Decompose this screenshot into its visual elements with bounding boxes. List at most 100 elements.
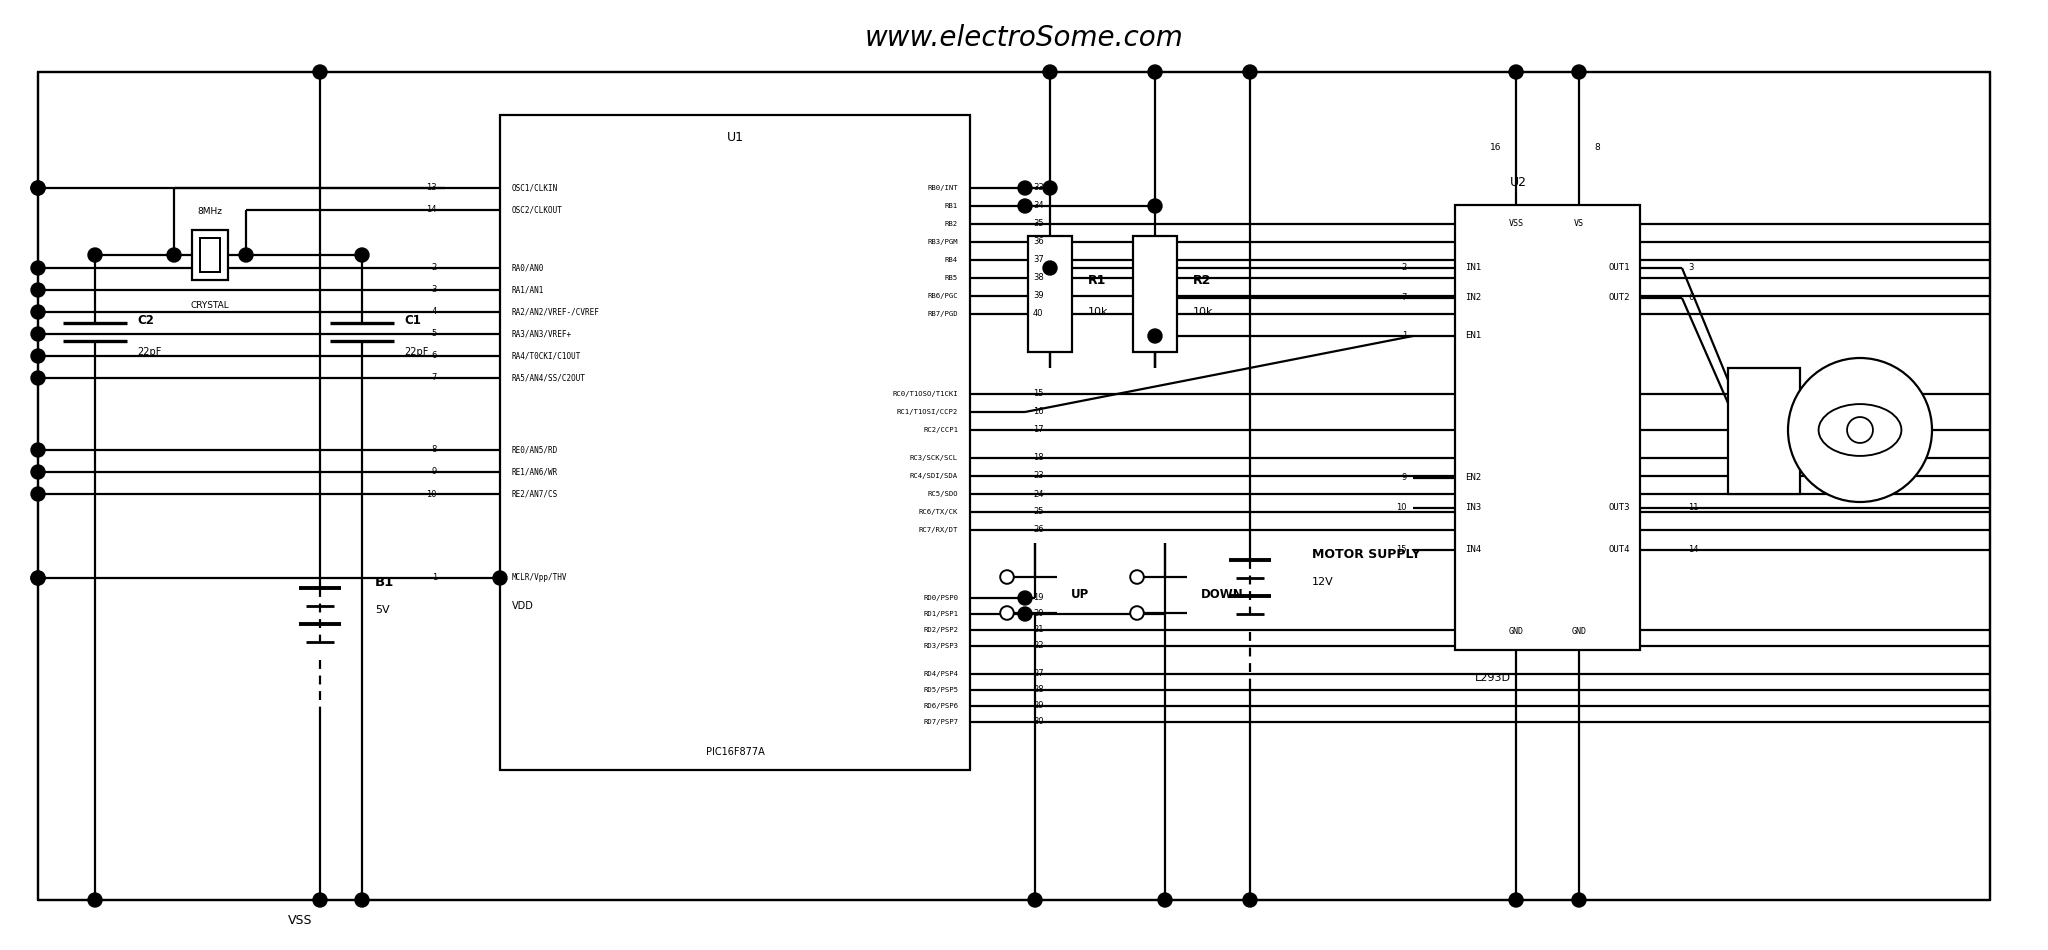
Text: RE0/AN5/RD: RE0/AN5/RD [512, 446, 559, 454]
Text: 16: 16 [1032, 408, 1044, 416]
Text: RB6/PGC: RB6/PGC [928, 293, 958, 299]
Text: CRYSTAL: CRYSTAL [190, 300, 229, 310]
Circle shape [31, 443, 45, 457]
Text: RA5/AN4/SS/C2OUT: RA5/AN4/SS/C2OUT [512, 373, 586, 383]
Circle shape [494, 571, 508, 585]
Text: RA1/AN1: RA1/AN1 [512, 286, 545, 294]
Text: VSS: VSS [289, 914, 311, 926]
Text: MOTOR SUPPLY: MOTOR SUPPLY [1313, 547, 1421, 560]
Text: C2: C2 [137, 314, 154, 327]
Circle shape [31, 571, 45, 585]
Bar [201, 238, 219, 272]
Circle shape [1042, 261, 1057, 275]
Text: RB3/PGM: RB3/PGM [928, 239, 958, 245]
Text: 8: 8 [1593, 142, 1599, 151]
Circle shape [31, 181, 45, 195]
Text: RD5/PSP5: RD5/PSP5 [924, 687, 958, 693]
Text: IN2: IN2 [1464, 294, 1481, 302]
Text: VSS: VSS [1509, 218, 1524, 227]
Text: OSC2/CLKOUT: OSC2/CLKOUT [512, 205, 563, 215]
Text: RB2: RB2 [944, 221, 958, 227]
Text: 17: 17 [1032, 426, 1044, 434]
Ellipse shape [1819, 404, 1901, 456]
Text: IN4: IN4 [1464, 545, 1481, 555]
Text: 15: 15 [1397, 545, 1407, 555]
Circle shape [1018, 591, 1032, 605]
Text: 12V: 12V [1313, 577, 1333, 587]
Circle shape [313, 893, 328, 907]
Text: RA4/T0CKI/C1OUT: RA4/T0CKI/C1OUT [512, 352, 582, 360]
Text: 5V: 5V [375, 605, 389, 615]
Text: 34: 34 [1032, 201, 1044, 211]
Text: 6: 6 [432, 352, 436, 360]
Text: 13: 13 [426, 183, 436, 193]
Text: OUT4: OUT4 [1608, 545, 1630, 555]
Circle shape [313, 65, 328, 79]
Text: RC0/T1OSO/T1CKI: RC0/T1OSO/T1CKI [893, 391, 958, 397]
Text: 20: 20 [1032, 610, 1044, 618]
Text: 27: 27 [1032, 670, 1044, 678]
Circle shape [1157, 893, 1171, 907]
Bar [500, 115, 971, 770]
Text: 8: 8 [432, 446, 436, 454]
Text: RB0/INT: RB0/INT [928, 185, 958, 191]
Text: RD3/PSP3: RD3/PSP3 [924, 643, 958, 649]
Circle shape [31, 305, 45, 319]
Circle shape [1028, 893, 1042, 907]
Text: RC6/TX/CK: RC6/TX/CK [920, 509, 958, 515]
Text: 16: 16 [1489, 142, 1501, 151]
Text: IN1: IN1 [1464, 263, 1481, 273]
Text: RC2/CCP1: RC2/CCP1 [924, 427, 958, 433]
Bar [1454, 205, 1640, 650]
Text: 5: 5 [432, 330, 436, 338]
Text: 40: 40 [1032, 310, 1044, 318]
Circle shape [168, 248, 180, 262]
Text: 8MHz: 8MHz [197, 206, 223, 216]
Text: RB4: RB4 [944, 257, 958, 263]
Text: RC3/SCK/SCL: RC3/SCK/SCL [909, 455, 958, 461]
Bar [1028, 236, 1071, 352]
Text: 21: 21 [1032, 625, 1044, 635]
Text: L293D: L293D [1475, 673, 1511, 683]
Text: 22: 22 [1032, 641, 1044, 651]
Text: RC7/RX/DT: RC7/RX/DT [920, 527, 958, 533]
Text: RC5/SDO: RC5/SDO [928, 491, 958, 497]
Circle shape [31, 181, 45, 195]
Text: 30: 30 [1032, 717, 1044, 727]
Circle shape [1847, 417, 1874, 443]
Text: 35: 35 [1032, 219, 1044, 229]
Text: RD7/PSP7: RD7/PSP7 [924, 719, 958, 725]
Text: 39: 39 [1032, 292, 1044, 300]
Circle shape [1018, 199, 1032, 213]
Text: 9: 9 [432, 467, 436, 477]
Text: 3: 3 [1688, 263, 1694, 273]
Circle shape [31, 283, 45, 297]
Text: R2: R2 [1194, 274, 1210, 287]
Circle shape [1573, 893, 1585, 907]
Circle shape [354, 893, 369, 907]
Text: DOWN: DOWN [1200, 588, 1243, 601]
Bar [193, 230, 227, 280]
Text: EN2: EN2 [1464, 473, 1481, 483]
Text: 18: 18 [1032, 453, 1044, 463]
Circle shape [1243, 893, 1257, 907]
Text: RA3/AN3/VREF+: RA3/AN3/VREF+ [512, 330, 571, 338]
Circle shape [1243, 65, 1257, 79]
Text: U1: U1 [727, 130, 743, 143]
Circle shape [1130, 606, 1143, 619]
Text: PIC16F877A: PIC16F877A [707, 747, 764, 757]
Text: 1: 1 [432, 574, 436, 582]
Text: R1: R1 [1087, 274, 1106, 287]
Text: VS: VS [1575, 218, 1583, 227]
Circle shape [1509, 65, 1524, 79]
Circle shape [1042, 181, 1057, 195]
Text: OUT1: OUT1 [1608, 263, 1630, 273]
Text: 10k: 10k [1087, 307, 1108, 317]
Text: OSC1/CLKIN: OSC1/CLKIN [512, 183, 559, 193]
Circle shape [1788, 358, 1931, 502]
Text: RD6/PSP6: RD6/PSP6 [924, 703, 958, 709]
Text: 28: 28 [1032, 686, 1044, 694]
Circle shape [88, 248, 102, 262]
Bar [39, 72, 1991, 900]
Circle shape [1149, 329, 1161, 343]
